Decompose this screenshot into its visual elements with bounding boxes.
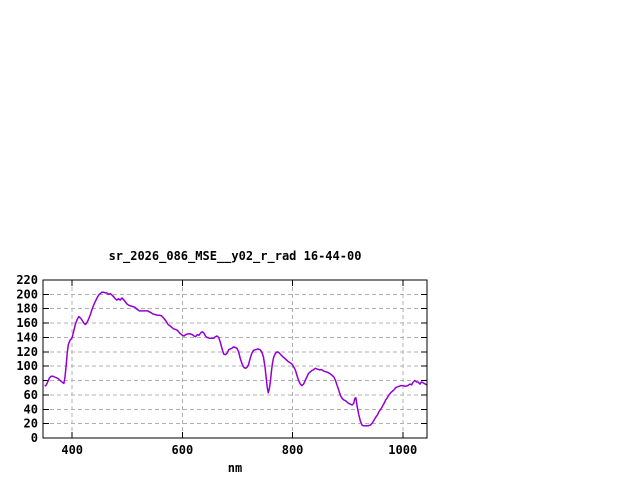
y-tick-label: 140	[16, 330, 38, 344]
y-tick-label: 120	[16, 345, 38, 359]
y-tick-label: 0	[31, 431, 38, 445]
x-tick-label: 600	[172, 443, 194, 457]
y-tick-label: 220	[16, 273, 38, 287]
y-tick-label: 200	[16, 287, 38, 301]
y-tick-label: 160	[16, 316, 38, 330]
y-tick-label: 20	[24, 417, 38, 431]
y-tick-label: 80	[24, 374, 38, 388]
y-tick-label: 60	[24, 388, 38, 402]
x-tick-label: 1000	[388, 443, 417, 457]
y-tick-label: 40	[24, 402, 38, 416]
x-tick-label: 400	[61, 443, 83, 457]
x-axis-title: nm	[227, 461, 243, 475]
chart-title: sr_2026_086_MSE__y02_r_rad 16-44-00	[108, 249, 362, 263]
plot-frame	[42, 279, 428, 439]
data-line	[44, 291, 428, 427]
x-tick-label: 800	[282, 443, 304, 457]
y-tick-label: 180	[16, 302, 38, 316]
y-tick-label: 100	[16, 359, 38, 373]
